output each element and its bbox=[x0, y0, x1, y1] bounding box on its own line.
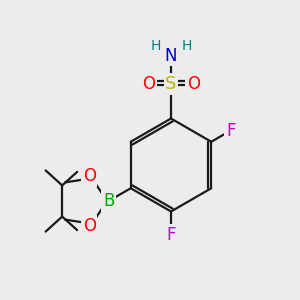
Text: H: H bbox=[150, 40, 161, 53]
Text: O: O bbox=[142, 75, 155, 93]
Text: F: F bbox=[166, 226, 176, 244]
Text: F: F bbox=[226, 122, 236, 140]
Text: O: O bbox=[82, 217, 96, 235]
Text: B: B bbox=[103, 192, 114, 210]
Text: O: O bbox=[187, 75, 200, 93]
Text: O: O bbox=[82, 167, 96, 185]
Text: S: S bbox=[165, 75, 177, 93]
Text: H: H bbox=[182, 40, 192, 53]
Text: N: N bbox=[165, 46, 177, 64]
